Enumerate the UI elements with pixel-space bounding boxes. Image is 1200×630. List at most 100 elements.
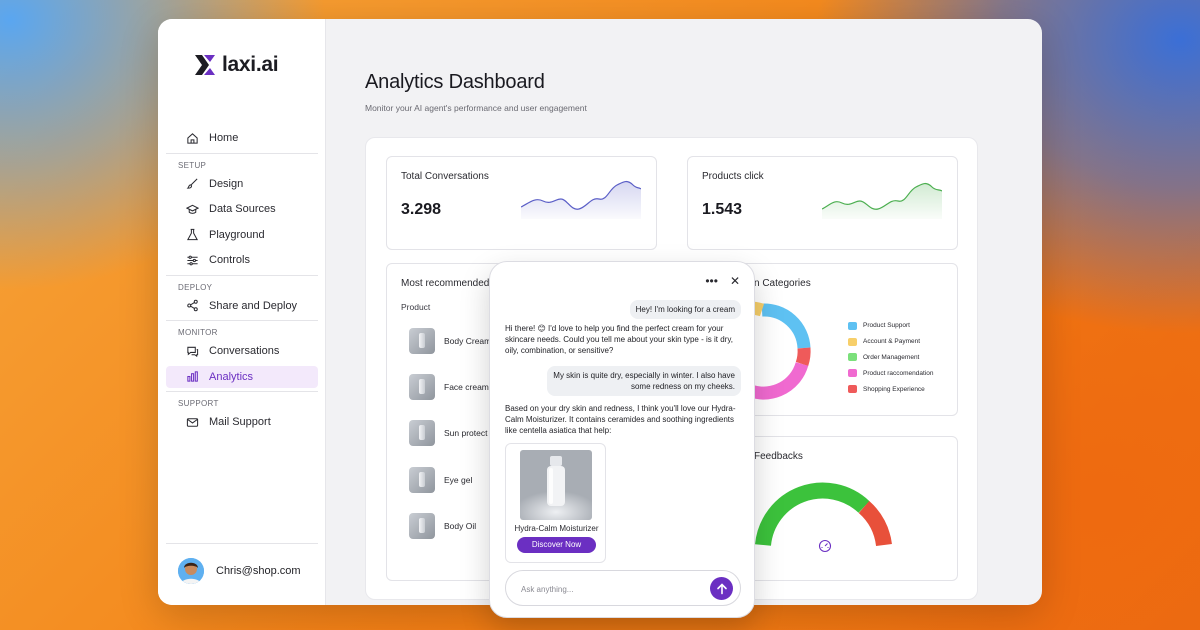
graduation-cap-icon (186, 204, 199, 214)
laxi-logo-icon (195, 55, 215, 75)
total-conversations-card[interactable]: Total Conversations 3.298 (386, 156, 657, 250)
chat-message-bot: Based on your dry skin and redness, I th… (505, 404, 736, 435)
divider (166, 391, 318, 392)
product-thumbnail (409, 420, 435, 446)
chat-input[interactable] (521, 581, 701, 597)
list-item[interactable]: Eye gel (409, 467, 472, 493)
sidebar-item-share-and-deploy[interactable]: Share and Deploy (166, 295, 318, 317)
divider (166, 543, 318, 544)
categories-legend: Product Support Account & Payment Order … (848, 318, 933, 397)
legend-swatch (848, 385, 857, 394)
card-title: Products click (702, 171, 764, 182)
products-click-card[interactable]: Products click 1.543 (687, 156, 958, 250)
sidebar-item-label: Home (209, 132, 239, 144)
list-item[interactable]: Body Oil (409, 513, 476, 539)
logo[interactable]: laxi.ai (194, 53, 279, 77)
chat-widget: ••• ✕ Hey! I'm looking for a cream Hi th… (489, 261, 755, 618)
chat-message-line: My skin is quite dry, especially in wint… (553, 371, 735, 380)
share-icon (187, 299, 198, 312)
bar-chart-icon (187, 371, 198, 382)
legend-label: Product Support (863, 322, 910, 330)
list-item[interactable]: Sun protect (409, 420, 487, 446)
sidebar-item-label: Conversations (209, 345, 280, 357)
product-image (520, 450, 592, 520)
discover-now-button[interactable]: Discover Now (517, 537, 596, 553)
legend-label: Account & Payment (863, 338, 921, 346)
section-title-monitor: MONITOR (178, 328, 218, 337)
section-title-setup: SETUP (178, 160, 207, 170)
total-conversations-value: 3.298 (401, 201, 442, 218)
feedbacks-gauge (755, 482, 892, 568)
products-click-sparkline (822, 182, 942, 219)
divider (166, 152, 318, 154)
chat-message-user: Hey! I'm looking for a cream (629, 300, 741, 319)
more-options-icon[interactable]: ••• (705, 274, 718, 288)
product-name: Body Oil (444, 521, 477, 531)
close-icon[interactable]: ✕ (729, 274, 740, 288)
brush-icon (186, 178, 198, 189)
donut-segment-shopping-experience (795, 347, 811, 367)
sidebar-nav: Home SETUP Design Data Sources Playgroun… (166, 127, 318, 437)
column-header-product: Product (401, 302, 431, 312)
legend-label: Shopping Experience (863, 385, 925, 393)
chat-message-user: My skin is quite dry, especially in wint… (547, 366, 741, 396)
legend-item: Account & Payment (848, 334, 933, 350)
chat-input-container (505, 570, 741, 606)
legend-swatch (848, 369, 857, 378)
sidebar-item-label: Data Sources (209, 203, 276, 215)
legend-item: Product Support (848, 318, 933, 334)
card-title: Total Conversations (401, 171, 489, 182)
divider (166, 320, 318, 321)
sidebar-item-mail-support[interactable]: Mail Support (166, 411, 318, 433)
sidebar-item-design[interactable]: Design (166, 173, 318, 195)
product-thumbnail (409, 513, 435, 539)
legend-label: Product raccomendation (863, 369, 934, 377)
legend-swatch (848, 321, 857, 330)
section-title-support: SUPPORT (178, 399, 219, 408)
flask-icon (186, 228, 199, 241)
card-title: Feedbacks (754, 451, 803, 462)
card-title: n Categories (754, 278, 811, 289)
logo-text: laxi.ai (222, 53, 279, 76)
product-name: Sun protect (444, 428, 488, 438)
sidebar-item-analytics[interactable]: Analytics (166, 365, 318, 388)
product-name: Face cream (444, 382, 489, 392)
product-name: Eye gel (444, 475, 473, 485)
sidebar-item-home[interactable]: Home (166, 127, 318, 149)
user-email: Chris@shop.com (216, 565, 301, 577)
send-button[interactable] (710, 577, 733, 600)
product-card-name: Hydra-Calm Moisturizer (514, 524, 599, 533)
avatar (178, 558, 204, 584)
chat-header-actions: ••• ✕ (705, 274, 740, 288)
legend-label: Order Management (863, 353, 920, 361)
product-card[interactable]: Hydra-Calm Moisturizer Discover Now (505, 443, 606, 563)
legend-item: Shopping Experience (848, 381, 933, 397)
sidebar-item-label: Playground (209, 228, 265, 241)
gauge-segment-negative (858, 500, 892, 547)
gauge-icon (818, 539, 832, 553)
legend-item: Order Management (848, 350, 933, 366)
product-thumbnail (409, 467, 435, 493)
sidebar-item-label: Mail Support (209, 416, 271, 428)
sidebar-item-data-sources[interactable]: Data Sources (166, 198, 318, 220)
sidebar-item-label: Share and Deploy (209, 299, 298, 312)
home-icon (187, 132, 198, 144)
sidebar-item-playground[interactable]: Playground (166, 224, 318, 246)
list-item[interactable]: Body Cream (409, 328, 491, 354)
gauge-segment-positive (755, 482, 870, 547)
sidebar: laxi.ai Home SETUP Design Data Sources P… (158, 19, 326, 605)
page-title: Analytics Dashboard (365, 71, 545, 93)
legend-swatch (848, 353, 857, 362)
sliders-icon (187, 255, 198, 265)
product-thumbnail (409, 374, 435, 400)
conversations-sparkline (521, 180, 641, 219)
sidebar-item-conversations[interactable]: Conversations (166, 340, 318, 362)
arrow-up-icon (716, 582, 727, 594)
user-profile[interactable]: Chris@shop.com (178, 558, 301, 584)
donut-segment-product-support (761, 303, 811, 349)
legend-swatch (848, 337, 857, 346)
sidebar-item-controls[interactable]: Controls (166, 249, 318, 271)
sidebar-item-label: Design (209, 177, 244, 190)
products-click-value: 1.543 (702, 201, 743, 218)
list-item[interactable]: Face cream (409, 374, 489, 400)
